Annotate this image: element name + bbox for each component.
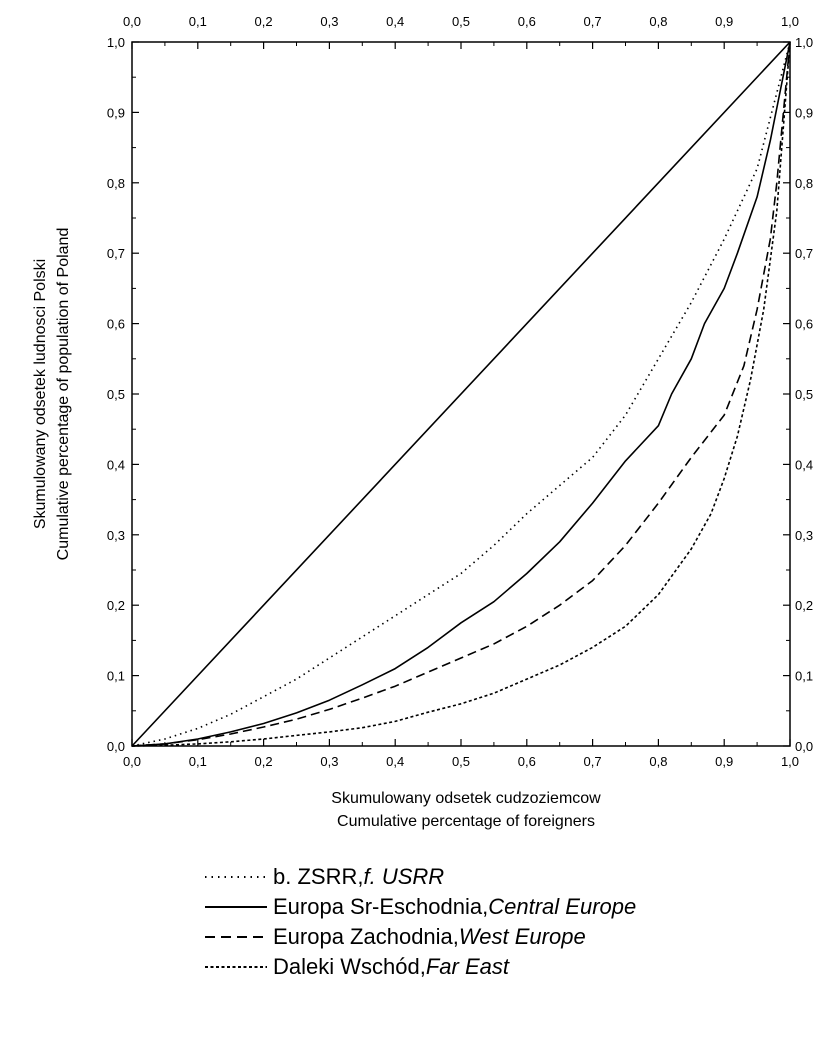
legend-item-central-europe: Europa Sr-Eschodnia, Central Europe (205, 892, 805, 922)
y-tick-label-right: 0,4 (795, 457, 813, 472)
legend-sample-dotted (205, 876, 267, 878)
x-tick-label-top: 1,0 (781, 14, 799, 29)
y-tick-label-right: 0,6 (795, 317, 813, 332)
legend-sample-dashed (205, 936, 267, 938)
y-axis-title-en: Cumulative percentage of population of P… (55, 228, 72, 561)
x-tick-label-bottom: 0,0 (123, 754, 141, 769)
x-tick-label-bottom: 0,8 (649, 754, 667, 769)
y-axis-title-pl: Skumulowany odsetek ludnosci Polski (32, 259, 49, 529)
plot-frame (131, 41, 791, 747)
legend-item-far-east: Daleki Wschód, Far East (205, 952, 805, 982)
y-tick-label-right: 0,7 (795, 246, 813, 261)
x-tick-label-bottom: 1,0 (781, 754, 799, 769)
x-tick-label-top: 0,8 (649, 14, 667, 29)
legend-label-pl: Europa Zachodnia (273, 924, 453, 949)
y-tick-label-left: 0,0 (107, 739, 125, 754)
x-tick-label-bottom: 0,9 (715, 754, 733, 769)
x-tick-label-top: 0,7 (584, 14, 602, 29)
y-tick-label-right: 0,2 (795, 598, 813, 613)
lorenz-chart: 0,00,00,0 0,00,10,10,1 0,10,20,20,2 0,20,30… (32, 14, 813, 830)
legend-label-pl: Europa Sr-Eschodnia (273, 894, 483, 919)
x-tick-label-top: 0,3 (320, 14, 338, 29)
x-tick-label-top: 0,0 (123, 14, 141, 29)
x-tick-label-bottom: 0,2 (255, 754, 273, 769)
axis-tick-labels: 0,00,00,0 0,00,10,10,1 0,10,20,20,2 0,20,30… (107, 14, 813, 769)
y-tick-label-left: 0,7 (107, 246, 125, 261)
legend-label-en: Far East (425, 954, 509, 979)
x-axis-title-en: Cumulative percentage of foreigners (337, 813, 595, 830)
series-line-central-europe (131, 41, 791, 747)
x-tick-label-top: 0,2 (255, 14, 273, 29)
equality-line (131, 41, 791, 747)
y-tick-label-right: 0,3 (795, 528, 813, 543)
x-tick-label-top: 0,9 (715, 14, 733, 29)
y-tick-label-left: 0,1 (107, 669, 125, 684)
x-tick-label-top: 0,6 (518, 14, 536, 29)
legend-item-west-europe: Europa Zachodnia, West Europe (205, 922, 805, 952)
x-tick-label-bottom: 0,1 (189, 754, 207, 769)
x-axis-title-pl: Skumulowany odsetek cudzoziemcow (331, 790, 601, 807)
legend-label-pl: Daleki Wschód (273, 954, 420, 979)
x-tick-label-top: 0,5 (452, 14, 470, 29)
series-lines (131, 41, 791, 747)
legend-label-en: f. USRR (363, 864, 445, 889)
legend: b. ZSRR, f. USRR Europa Sr-Eschodnia, Ce… (205, 862, 805, 982)
y-tick-label-left: 0,9 (107, 105, 125, 120)
series-line-far-east (131, 41, 791, 747)
y-tick-label-right: 0,5 (795, 387, 813, 402)
y-tick-label-left: 0,2 (107, 598, 125, 613)
y-tick-label-right: 0,8 (795, 176, 813, 191)
x-tick-label-top: 0,4 (386, 14, 404, 29)
y-tick-label-right: 0,1 (795, 669, 813, 684)
series-line-west-europe (131, 41, 791, 747)
series-line-ussr (131, 41, 791, 747)
legend-sample-short-dashed (205, 966, 267, 968)
y-tick-label-right: 1,0 (795, 35, 813, 50)
y-tick-label-left: 1,0 (107, 35, 125, 50)
y-tick-label-left: 0,5 (107, 387, 125, 402)
x-tick-label-bottom: 0,3 (320, 754, 338, 769)
y-tick-label-left: 0,6 (107, 317, 125, 332)
legend-item-ussr: b. ZSRR, f. USRR (205, 862, 805, 892)
x-tick-label-top: 0,1 (189, 14, 207, 29)
legend-label-en: West Europe (458, 924, 586, 949)
x-tick-label-bottom: 0,4 (386, 754, 404, 769)
legend-sample-solid (205, 906, 267, 908)
y-tick-label-right: 0,0 (795, 739, 813, 754)
legend-label-en: Central Europe (488, 894, 637, 919)
y-tick-label-left: 0,8 (107, 176, 125, 191)
y-tick-label-left: 0,3 (107, 528, 125, 543)
y-tick-label-left: 0,4 (107, 457, 125, 472)
x-tick-label-bottom: 0,6 (518, 754, 536, 769)
legend-label-pl: b. ZSRR (273, 864, 358, 889)
x-tick-label-bottom: 0,7 (584, 754, 602, 769)
x-tick-label-bottom: 0,5 (452, 754, 470, 769)
y-tick-label-right: 0,9 (795, 105, 813, 120)
